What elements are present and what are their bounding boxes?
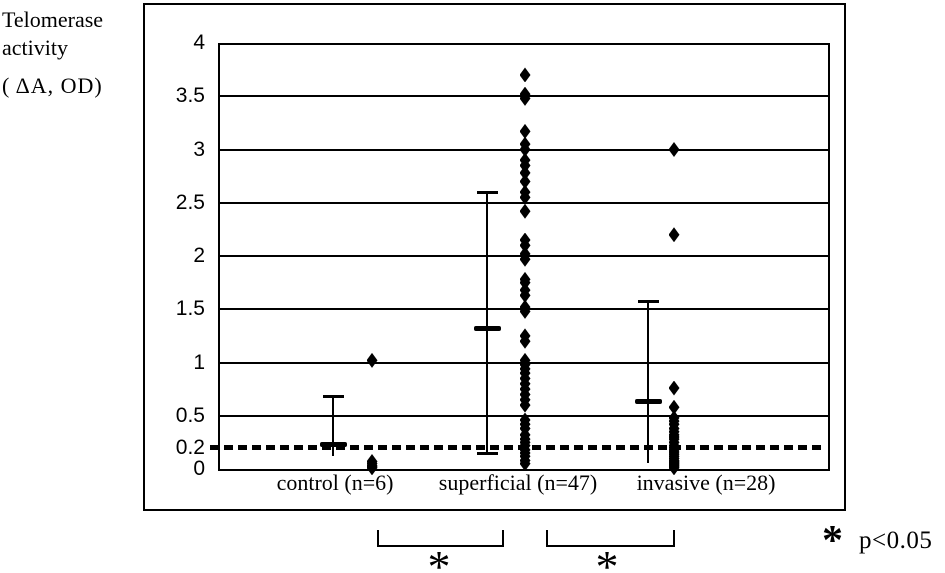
plot-area [218,43,830,471]
error-bar-line [486,192,488,454]
significance-note: p<0.05 [859,527,933,554]
significance-bracket-0 [377,530,504,547]
chart-outer-border [143,3,846,511]
asterisk-icon: * [822,518,843,564]
data-point [366,352,378,368]
data-point [519,456,531,472]
data-point [668,399,680,415]
data-point [668,227,680,243]
y-axis-title: Telomerase activity ( ΔA, OD) [2,6,103,100]
data-point [519,303,531,319]
data-point [668,142,680,157]
data-point [519,142,531,157]
error-bar-line [647,301,649,463]
data-point [519,251,531,267]
data-point [519,203,531,219]
data-point [668,460,680,476]
x-axis-label-2: invasive (n=28) [636,470,776,495]
asterisk-icon: * [595,541,619,573]
y-axis-title-units: ( ΔA, OD) [2,73,103,98]
x-axis-label-1: superficial (n=47) [438,470,598,495]
y-axis-title-line-2: activity [2,35,68,60]
error-bar-cap-top [637,300,659,304]
data-point [519,287,531,303]
significance-bracket-1 [546,530,675,547]
data-point [519,173,531,189]
data-point [519,90,531,106]
y-tick-label-2.5: 2.5 [175,190,205,214]
threshold-cutoff-line [210,445,826,451]
mean-marker [319,442,347,447]
data-point [519,333,531,349]
data-point [519,189,531,205]
data-point [366,460,378,476]
mean-marker [473,325,501,331]
y-tick-label-0: 0 [193,457,205,480]
y-tick-label-0.2: 0.2 [175,435,205,459]
data-point [668,380,680,396]
mean-marker [634,399,662,405]
data-point [519,397,531,413]
error-bar-cap-bottom [476,451,498,455]
error-bar-line [332,396,334,457]
significance-legend: * p<0.05 [822,520,932,562]
y-tick-label-1.5: 1.5 [175,297,205,321]
data-point [519,67,531,83]
error-bar-cap-top [322,395,344,399]
data-point [519,165,531,181]
y-tick-label-3.5: 3.5 [175,84,205,108]
y-tick-label-3: 3 [193,137,205,161]
asterisk-icon: * [427,541,451,573]
x-axis-label-0: control (n=6) [276,470,394,495]
y-tick-label-1: 1 [193,350,205,374]
data-point [519,237,531,253]
data-point [519,123,531,139]
error-bar-cap-top [476,190,498,194]
y-axis-title-line-1: Telomerase [2,7,104,32]
y-tick-label-2: 2 [193,244,205,267]
y-tick-label-0.5: 0.5 [175,403,205,427]
y-tick-label-4: 4 [193,31,205,54]
